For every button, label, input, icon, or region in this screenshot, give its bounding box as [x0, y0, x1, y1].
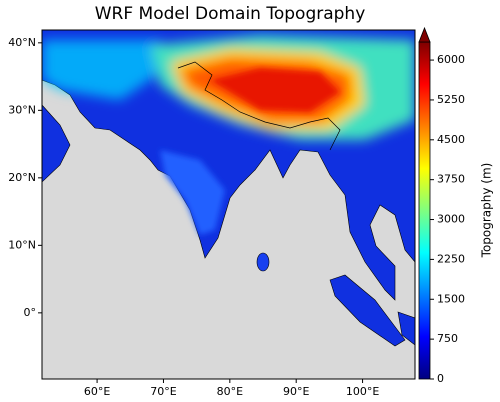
map-frame [41, 29, 416, 380]
land [42, 104, 71, 183]
colorbar-tick-label: 3750 [437, 173, 465, 186]
colorbar-tick-label: 0 [437, 372, 444, 385]
x-tick-label: 90°E [283, 385, 309, 398]
terrain-shading [160, 68, 340, 235]
x-tick-label: 100°E [346, 385, 379, 398]
x-tick-label: 60°E [84, 385, 110, 398]
island [256, 252, 270, 272]
island [329, 274, 406, 347]
colorbar-label: Topography (m) [480, 163, 494, 259]
y-tick-label: 0° [24, 306, 37, 319]
border [177, 61, 341, 151]
map-area [42, 30, 415, 379]
colorbar-tick-label: 6000 [437, 53, 465, 66]
colorbar-tick-label: 5250 [437, 93, 465, 106]
colorbar-tick-label: 3000 [437, 213, 465, 226]
colorbar-tick-label: 2250 [437, 252, 465, 265]
colorbar-tick-label: 1500 [437, 292, 465, 305]
map-title: WRF Model Domain Topography [95, 4, 366, 24]
x-tick-label: 70°E [150, 385, 176, 398]
y-tick-label: 30°N [8, 103, 36, 116]
y-tick-label: 10°N [8, 238, 36, 251]
colorbar-tick-label: 750 [437, 332, 458, 345]
colorbar [418, 41, 431, 380]
colorbar-tick-label: 4500 [437, 133, 465, 146]
y-tick-label: 20°N [8, 171, 36, 184]
x-tick-label: 80°E [217, 385, 243, 398]
island [397, 311, 415, 346]
y-tick-label: 40°N [8, 36, 36, 49]
colorbar-extension [418, 26, 431, 43]
